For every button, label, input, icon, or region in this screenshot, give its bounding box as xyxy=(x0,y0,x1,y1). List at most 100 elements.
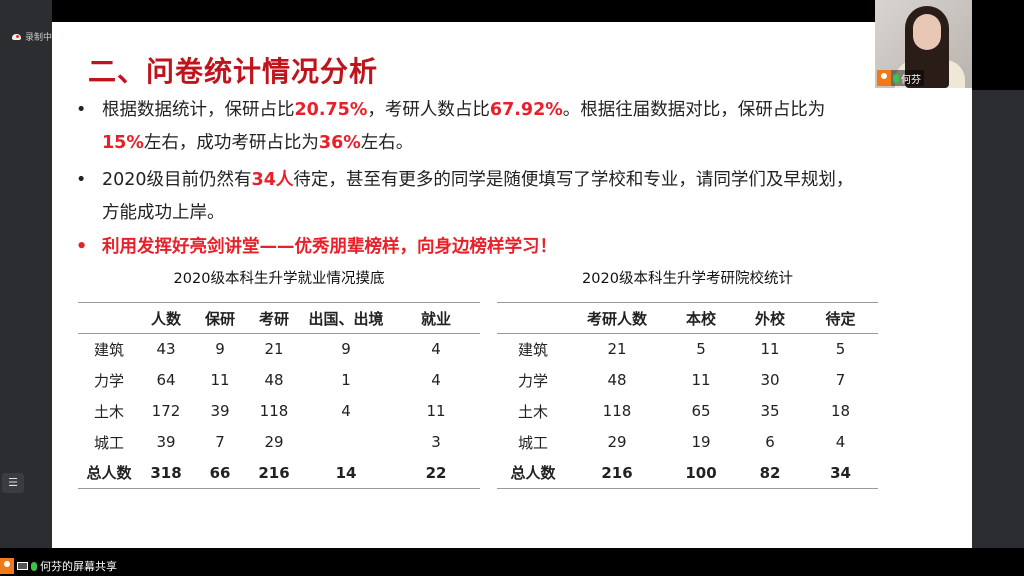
share-label: 何芬的屏幕共享 xyxy=(40,560,117,573)
left-panel: 录制中 ☰ xyxy=(0,0,52,548)
total-cell: 82 xyxy=(737,457,803,489)
table-cell: 5 xyxy=(696,340,706,359)
table-cell: 35 xyxy=(760,402,780,420)
total-cell: 318 xyxy=(140,457,192,489)
table-cell: 64 xyxy=(156,371,176,389)
table-cell: 1 xyxy=(341,371,351,389)
bullet-text: 根据数据统计，保研占比20.75%，考研人数占比67.92%。根据往届数据对比，… xyxy=(102,94,825,127)
table-cell: 4 xyxy=(341,402,351,420)
table-row: 土木 172 39 118 4 11 xyxy=(78,396,480,427)
text: 待定，甚至有更多的同学是随便填写了学校和专业，请同学们及早规划， xyxy=(293,170,854,190)
table-cell: 7 xyxy=(835,371,846,389)
table1-title: 2020级本科生升学就业情况摸底 xyxy=(173,271,385,287)
table-cell: 力学 xyxy=(93,371,124,390)
user-icon xyxy=(877,70,891,86)
table-row: 土木 118 65 35 18 xyxy=(497,396,878,427)
slide-title: 二、问卷统计情况分析 xyxy=(88,55,379,88)
column-header: 待定 xyxy=(803,302,878,334)
table-cell: 11 xyxy=(210,371,230,389)
person-face xyxy=(913,14,941,50)
camera-video[interactable]: 何芬 xyxy=(875,0,972,88)
total-cell: 66 xyxy=(192,457,248,489)
table-cell: 4 xyxy=(431,340,441,359)
column-header xyxy=(497,302,569,334)
total-cell: 100 xyxy=(665,457,737,489)
table-cell xyxy=(300,427,392,458)
table-cell: 4 xyxy=(835,433,846,451)
total-cell: 总人数 xyxy=(78,457,140,489)
table-cell: 29 xyxy=(264,433,284,451)
column-header: 保研 xyxy=(192,302,248,334)
table-cell: 30 xyxy=(760,371,780,389)
recording-label: 录制中 xyxy=(24,33,52,43)
right-panel xyxy=(972,90,1024,548)
total-cell: 34 xyxy=(803,457,878,489)
table-cell: 力学 xyxy=(517,371,548,390)
column-header: 考研 xyxy=(248,302,300,334)
bullet-text: 15%左右，成功考研占比为36%左右。 xyxy=(102,127,413,160)
highlight: 20.75% xyxy=(294,100,368,120)
bullet-dot: • xyxy=(76,100,87,120)
total-cell: 14 xyxy=(300,457,392,489)
table-cell: 城工 xyxy=(517,433,548,452)
table-cell: 城工 xyxy=(93,433,124,452)
grad-school-table: 考研人数 本校 外校 待定 建筑 21 5 11 5 力学 48 11 30 7 土木 118 65 35 18 城工… xyxy=(497,302,878,489)
mic-icon xyxy=(31,561,37,571)
text: 左右。 xyxy=(360,133,414,153)
bullet-text: 方能成功上岸。 xyxy=(102,203,225,223)
recording-indicator: 录制中 xyxy=(12,30,52,43)
table-row: 建筑 43 9 21 9 4 xyxy=(78,334,480,365)
column-header: 出国、出境 xyxy=(300,302,392,334)
text: 左右，成功考研占比为 xyxy=(143,133,319,153)
header-row: 人数 保研 考研 出国、出境 就业 xyxy=(78,302,480,334)
table-row: 力学 48 11 30 7 xyxy=(497,365,878,396)
text: 2020级目前仍然有 xyxy=(102,170,252,190)
table-cell: 18 xyxy=(830,402,851,420)
table-cell: 43 xyxy=(156,340,176,359)
highlight: 15% xyxy=(102,133,144,153)
table-row: 城工 29 19 6 4 xyxy=(497,427,878,458)
bullet-text: 利用发挥好亮剑讲堂——优秀朋辈榜样，向身边榜样学习！ xyxy=(102,237,557,257)
column-header: 本校 xyxy=(665,302,737,334)
table-cell: 118 xyxy=(259,402,289,420)
table-row: 建筑 21 5 11 5 xyxy=(497,334,878,365)
table-cell: 5 xyxy=(835,340,846,359)
table-cell: 土木 xyxy=(517,402,548,421)
table-cell: 11 xyxy=(691,371,711,389)
table-cell: 118 xyxy=(602,402,632,420)
column-header: 就业 xyxy=(392,302,480,334)
screen-share-icon xyxy=(17,562,28,570)
table-cell: 建筑 xyxy=(93,340,124,359)
table-cell: 6 xyxy=(765,433,775,451)
table-cell: 21 xyxy=(264,340,284,359)
user-icon xyxy=(0,558,14,574)
total-cell: 总人数 xyxy=(497,457,569,489)
table-row: 城工 39 7 29 3 xyxy=(78,427,480,458)
text: 。根据往届数据对比，保研占比为 xyxy=(562,100,826,120)
total-cell: 22 xyxy=(392,457,480,489)
list-menu-button[interactable]: ☰ xyxy=(2,473,24,493)
table-cell: 172 xyxy=(151,402,181,420)
table-cell: 19 xyxy=(691,433,711,451)
table-cell: 39 xyxy=(210,402,230,420)
table-cell: 7 xyxy=(215,433,225,451)
table-cell: 建筑 xyxy=(517,340,548,359)
camera-label: 何芬 xyxy=(877,70,924,86)
bullet-dot: • xyxy=(76,237,88,257)
text: 根据数据统计，保研占比 xyxy=(102,100,295,120)
table-row: 力学 64 11 48 1 4 xyxy=(78,365,480,396)
table-cell: 48 xyxy=(264,371,284,389)
highlight: 67.92% xyxy=(489,100,563,120)
bullet-text: 2020级目前仍然有34人待定，甚至有更多的同学是随便填写了学校和专业，请同学们… xyxy=(102,164,853,197)
total-cell: 216 xyxy=(248,457,300,489)
highlight: 36% xyxy=(318,133,361,153)
cloud-record-icon xyxy=(12,33,21,40)
total-row: 总人数 318 66 216 14 22 xyxy=(78,457,480,489)
highlight: 34人 xyxy=(251,170,294,190)
table-cell: 3 xyxy=(431,433,441,451)
table-cell: 9 xyxy=(215,340,225,359)
total-row: 总人数 216 100 82 34 xyxy=(497,457,878,489)
text: ，考研人数占比 xyxy=(367,100,490,120)
table-cell: 9 xyxy=(341,340,351,359)
bullet-dot: • xyxy=(76,170,87,190)
